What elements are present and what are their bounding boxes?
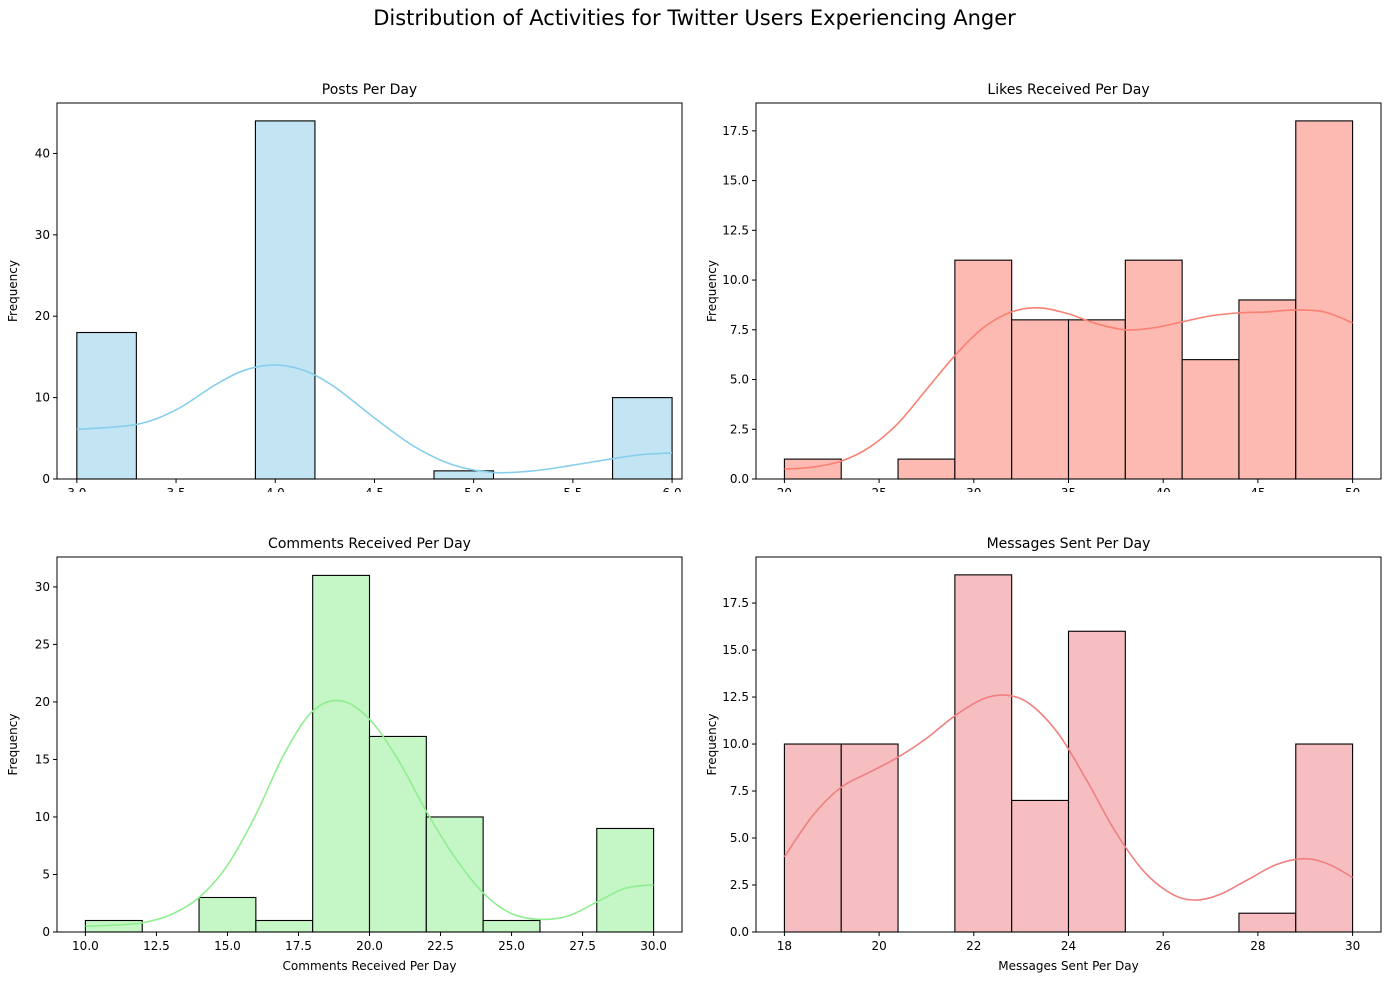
figure-title: Distribution of Activities for Twitter U… (373, 6, 1016, 30)
histogram-bar (1067, 319, 1126, 480)
x-tick-label: 25.0 (498, 939, 525, 953)
x-tick-label: 22 (966, 939, 981, 953)
x-tick-label: 4.0 (266, 486, 285, 492)
x-tick-label: 4.5 (365, 486, 384, 492)
y-tick-label: 20 (35, 695, 50, 709)
chart-title: Messages Sent Per Day (987, 536, 1151, 552)
x-tick-label: 18 (777, 939, 792, 953)
x-tick-label: 30 (966, 486, 981, 492)
histogram-bar (1181, 359, 1240, 480)
x-tick-label: 35 (1061, 486, 1076, 492)
y-tick-label: 30 (35, 228, 50, 242)
histogram-bar (1295, 743, 1354, 933)
y-axis-label: Frequency (6, 260, 20, 322)
histogram-bar (76, 331, 137, 480)
x-tick-label: 6.0 (663, 486, 682, 492)
kde-curve (85, 699, 654, 928)
x-tick-label: 24 (1061, 939, 1076, 953)
x-tick-label: 20 (777, 486, 792, 492)
y-tick-label: 10.0 (722, 737, 749, 751)
y-tick-label: 30 (35, 580, 50, 594)
y-tick-label: 20 (35, 309, 50, 323)
histogram-bar (1067, 630, 1126, 933)
y-tick-label: 15 (35, 752, 50, 766)
histogram-bar (1238, 912, 1297, 933)
kde-curve (784, 307, 1353, 470)
x-axis-label: Comments Received Per Day (283, 959, 457, 973)
y-tick-label: 12.5 (722, 223, 749, 237)
chart-title: Likes Received Per Day (987, 82, 1149, 98)
y-tick-label: 7.5 (730, 323, 749, 337)
axes-frame (56, 102, 683, 480)
histogram-bar (1295, 120, 1354, 480)
x-tick-label: 30.0 (640, 939, 667, 953)
x-tick-label: 22.5 (427, 939, 454, 953)
x-tick-label: 5.5 (563, 486, 582, 492)
histogram-bar (954, 259, 1013, 480)
x-tick-label: 27.5 (569, 939, 596, 953)
y-tick-label: 40 (35, 146, 50, 160)
x-tick-label: 20 (871, 939, 886, 953)
histogram-bar (954, 574, 1013, 933)
x-tick-label: 30 (1345, 939, 1360, 953)
y-tick-label: 25 (35, 637, 50, 651)
x-tick-label: 3.5 (167, 486, 186, 492)
y-tick-label: 10 (35, 810, 50, 824)
y-tick-label: 0.0 (730, 925, 749, 939)
y-tick-label: 17.5 (722, 596, 749, 610)
chart-title: Posts Per Day (322, 82, 417, 98)
x-tick-label: 25 (871, 486, 886, 492)
kde-curve (783, 694, 1353, 901)
y-tick-label: 15.0 (722, 643, 749, 657)
x-tick-label: 20.0 (356, 939, 383, 953)
x-tick-label: 5.0 (464, 486, 483, 492)
y-tick-label: 0 (42, 472, 50, 486)
x-axis-label: Messages Sent Per Day (998, 959, 1138, 973)
x-tick-label: 26 (1156, 939, 1171, 953)
histogram-bar (1124, 259, 1183, 480)
y-tick-label: 0.0 (730, 472, 749, 486)
x-tick-label: 45 (1250, 486, 1265, 492)
y-axis-label: Frequency (705, 260, 719, 322)
y-tick-label: 7.5 (730, 784, 749, 798)
histogram-bar (840, 743, 899, 933)
y-tick-label: 17.5 (722, 124, 749, 138)
y-tick-label: 10 (35, 391, 50, 405)
histogram-bar (1238, 299, 1297, 480)
histogram-bar (783, 743, 842, 933)
y-tick-label: 5 (42, 867, 50, 881)
y-axis-label: Frequency (705, 714, 719, 776)
x-tick-label: 12.5 (143, 939, 170, 953)
histogram-bar (596, 827, 655, 933)
y-tick-label: 2.5 (730, 422, 749, 436)
chart-likes-received-per-day: 20 25 30 35 40 45 50 0.0 2.5 5.0 7.5 10.0 12.5 15.0 17… (705, 82, 1382, 492)
chart-comments-received-per-day: 10.0 12.5 15.0 17.5 20.0 22.5 25.0 27.5 30.0 0 5 10… (6, 536, 683, 973)
chart-title: Comments Received Per Day (268, 536, 471, 552)
x-tick-label: 17.5 (285, 939, 312, 953)
x-tick-label: 15.0 (214, 939, 241, 953)
x-tick-label: 10.0 (72, 939, 99, 953)
chart-posts-per-day: 3.0 3.5 4.0 4.5 5.0 5.5 6.0 0 10 20 30 40 Posts Per … (6, 82, 683, 492)
y-tick-label: 10.0 (722, 273, 749, 287)
x-tick-label: 3.0 (67, 486, 86, 492)
histogram-bar (1011, 319, 1070, 480)
y-tick-label: 0 (42, 925, 50, 939)
y-tick-label: 2.5 (730, 878, 749, 892)
histogram-bar (368, 735, 427, 933)
y-tick-label: 5.0 (730, 831, 749, 845)
y-tick-label: 12.5 (722, 690, 749, 704)
histogram-bar (1011, 799, 1070, 933)
x-tick-label: 40 (1156, 486, 1171, 492)
y-axis-label: Frequency (6, 714, 20, 776)
y-tick-label: 5.0 (730, 373, 749, 387)
kde-curve (76, 364, 673, 474)
y-tick-label: 15.0 (722, 174, 749, 188)
x-tick-label: 50 (1345, 486, 1360, 492)
x-tick-label: 28 (1250, 939, 1265, 953)
histogram-bar (254, 120, 316, 480)
